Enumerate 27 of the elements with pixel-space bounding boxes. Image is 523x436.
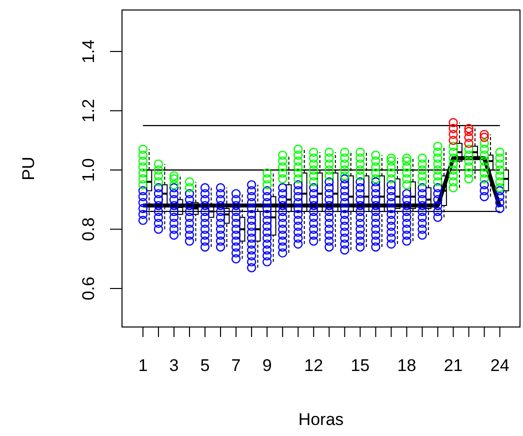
y-tick-label: 1.2 — [78, 98, 98, 123]
point — [448, 130, 458, 140]
x-tick-label: 3 — [169, 356, 179, 376]
y-tick-label: 0.8 — [78, 217, 98, 242]
y-tick-label: 0.6 — [78, 276, 98, 300]
x-axis-title: Horas — [298, 410, 344, 429]
point — [464, 138, 474, 148]
x-tick-label: 9 — [262, 356, 272, 376]
point — [464, 132, 474, 142]
point — [448, 118, 458, 128]
x-tick-label: 7 — [231, 356, 241, 376]
y-tick-label: 1.0 — [78, 158, 98, 182]
x-tick-label: 21 — [444, 356, 463, 376]
x-tick-label: 15 — [350, 356, 370, 376]
point — [448, 136, 458, 145]
x-tick-label: 1 — [138, 356, 148, 376]
x-tick-label: 18 — [397, 356, 416, 376]
x-tick-label: 5 — [200, 356, 210, 376]
y-tick-label: 1.4 — [78, 40, 98, 64]
y-axis-title: PU — [19, 156, 38, 180]
x-tick-label: 12 — [304, 356, 324, 376]
point — [448, 124, 458, 134]
point — [464, 124, 474, 134]
x-tick-label: 24 — [490, 356, 510, 376]
point — [480, 132, 489, 142]
point — [464, 126, 474, 136]
point — [480, 130, 489, 140]
